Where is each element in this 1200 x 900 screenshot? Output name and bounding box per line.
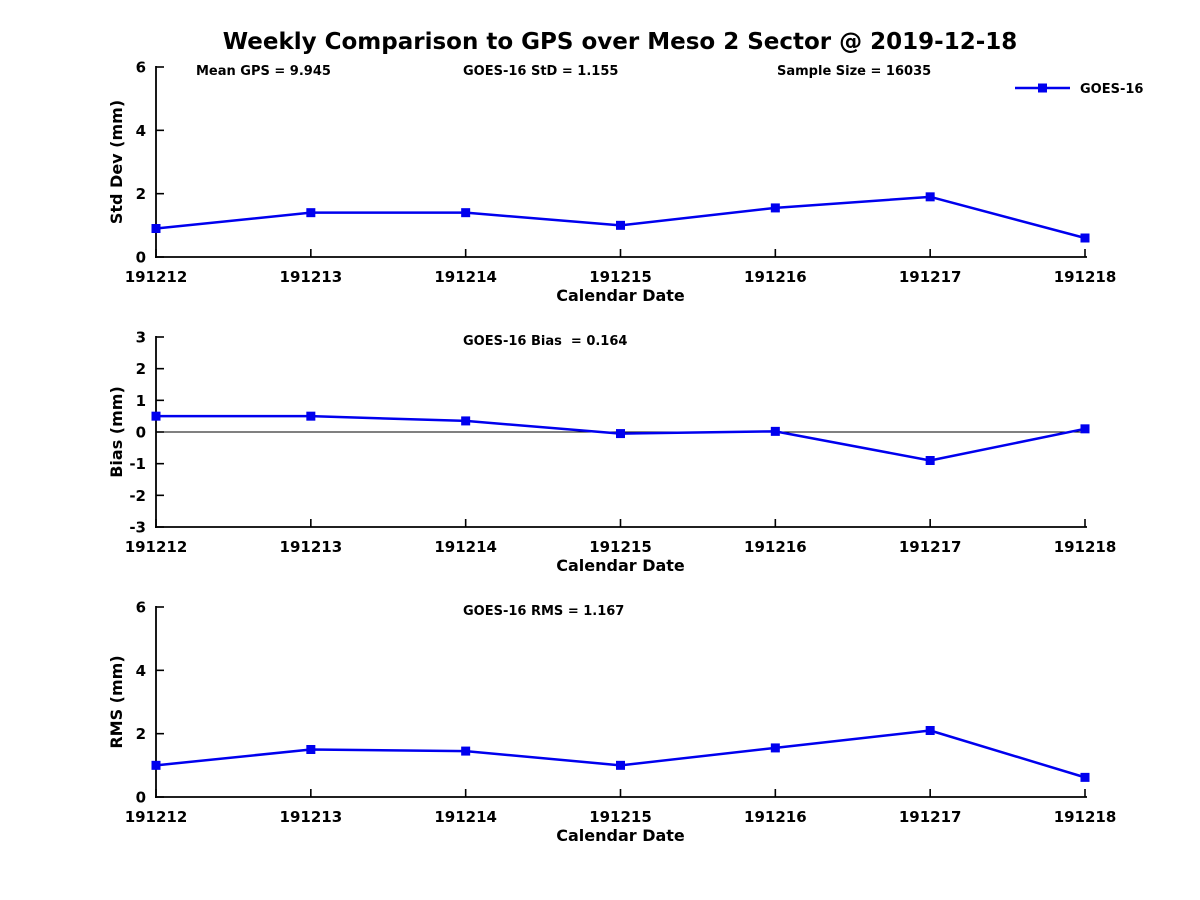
data-point-marker [616, 220, 625, 230]
data-point-marker [770, 743, 780, 753]
annotations: Mean GPS = 9.945 GOES-16 StD = 1.155 Sampl… [196, 64, 931, 79]
data-point-marker [1080, 772, 1090, 782]
data-point-marker [925, 192, 935, 202]
data-point-marker [151, 411, 161, 421]
bias-chart: -3 -2 -1 0 1 2 3 191212 191213 191214 191215 191216… [107, 329, 1117, 576]
x-tick-label: 191214 [434, 538, 497, 556]
x-axis: 191212 191213 191214 191215 191216 191217 1912… [125, 249, 1117, 286]
series-line [155, 729, 1086, 779]
y-tick-label: 6 [136, 599, 146, 617]
x-tick-label: 191216 [744, 808, 807, 826]
series-goes-16 [151, 192, 1090, 243]
x-axis-label: Calendar Date [556, 556, 685, 575]
x-tick-label: 191213 [280, 808, 343, 826]
y-axis-label: Bias (mm) [107, 386, 126, 478]
y-tick-label: -2 [129, 487, 146, 505]
x-tick-label: 191215 [589, 538, 652, 556]
y-axis-label: Std Dev (mm) [107, 100, 126, 224]
data-point-marker [770, 203, 780, 213]
series-goes-16 [151, 726, 1090, 782]
x-tick-label: 191215 [589, 268, 652, 286]
data-point-marker [616, 429, 625, 439]
x-tick-label: 191217 [899, 268, 962, 286]
y-tick-label: 2 [136, 360, 146, 378]
y-tick-label: 0 [136, 789, 146, 807]
figure-title: Weekly Comparison to GPS over Meso 2 Sec… [222, 29, 1018, 55]
y-tick-label: 6 [136, 59, 146, 77]
x-tick-label: 191218 [1054, 538, 1117, 556]
data-point-marker [306, 208, 316, 218]
data-point-marker [925, 726, 935, 735]
data-point-marker [461, 746, 471, 756]
stat-annotation: Sample Size = 16035 [777, 64, 931, 79]
x-tick-label: 191218 [1054, 268, 1117, 286]
y-tick-label: -1 [129, 455, 146, 473]
x-tick-label: 191215 [589, 808, 652, 826]
stat-annotation: GOES-16 Bias = 0.164 [463, 334, 627, 349]
data-point-marker [461, 416, 471, 426]
legend-label: GOES-16 [1080, 82, 1143, 97]
subplot-bias: -3 -2 -1 0 1 2 3 191212 191213 191214 191215 191216… [0, 325, 1200, 580]
data-point-marker [925, 456, 935, 465]
y-tick-label: 4 [136, 122, 146, 140]
data-point-marker [151, 760, 161, 770]
y-tick-label: 1 [136, 392, 146, 410]
x-axis-label: Calendar Date [556, 826, 685, 845]
x-tick-label: 191216 [744, 268, 807, 286]
subplot-std-dev: 0 2 4 6 191212 191213 191214 191215 191216 191217… [0, 55, 1200, 310]
y-tick-label: 2 [136, 185, 146, 203]
subplot-rms: 0 2 4 6 191212 191213 191214 191215 191216 191217… [0, 595, 1200, 850]
x-tick-label: 191217 [899, 538, 962, 556]
data-point-marker [306, 745, 316, 754]
x-axis-label: Calendar Date [556, 286, 685, 305]
x-tick-label: 191212 [125, 268, 188, 286]
x-tick-label: 191217 [899, 808, 962, 826]
x-tick-label: 191218 [1054, 808, 1117, 826]
legend: GOES-16 [1015, 82, 1143, 97]
y-axis: 0 2 4 6 [136, 59, 164, 267]
x-tick-label: 191214 [434, 268, 497, 286]
data-point-marker [616, 760, 625, 770]
stat-annotation: GOES-16 StD = 1.155 [463, 64, 618, 79]
x-tick-label: 191213 [280, 538, 343, 556]
y-tick-label: 4 [136, 662, 146, 680]
legend-marker [1038, 83, 1047, 93]
data-point-marker [151, 224, 161, 233]
series-line [155, 195, 1086, 240]
y-tick-label: 2 [136, 725, 146, 743]
annotations: GOES-16 Bias = 0.164 [463, 334, 627, 349]
y-tick-label: -3 [129, 519, 146, 537]
stat-annotation: GOES-16 RMS = 1.167 [463, 604, 624, 619]
stat-annotation: Mean GPS = 9.945 [196, 64, 331, 79]
x-tick-label: 191214 [434, 808, 497, 826]
rms-chart: 0 2 4 6 191212 191213 191214 191215 191216 191217… [107, 599, 1117, 846]
y-tick-label: 3 [136, 329, 146, 347]
series-line [156, 414, 1086, 462]
series-goes-16 [151, 411, 1090, 465]
annotations: GOES-16 RMS = 1.167 [463, 604, 624, 619]
std-dev-chart: 0 2 4 6 191212 191213 191214 191215 191216 191217… [107, 59, 1143, 306]
data-point-marker [1080, 424, 1090, 434]
data-point-marker [770, 426, 780, 436]
data-point-marker [306, 411, 316, 421]
y-axis: 0 2 4 6 [136, 599, 164, 807]
x-tick-label: 191213 [280, 268, 343, 286]
y-axis-label: RMS (mm) [107, 655, 126, 748]
x-tick-label: 191212 [125, 808, 188, 826]
y-tick-label: 0 [136, 249, 146, 267]
x-axis: 191212 191213 191214 191215 191216 191217 1912… [125, 789, 1117, 826]
y-tick-label: 0 [136, 424, 146, 442]
x-tick-label: 191216 [744, 538, 807, 556]
x-tick-label: 191212 [125, 538, 188, 556]
data-point-marker [461, 208, 471, 218]
data-point-marker [1080, 233, 1090, 243]
x-axis: 191212 191213 191214 191215 191216 191217 1912… [125, 519, 1117, 556]
